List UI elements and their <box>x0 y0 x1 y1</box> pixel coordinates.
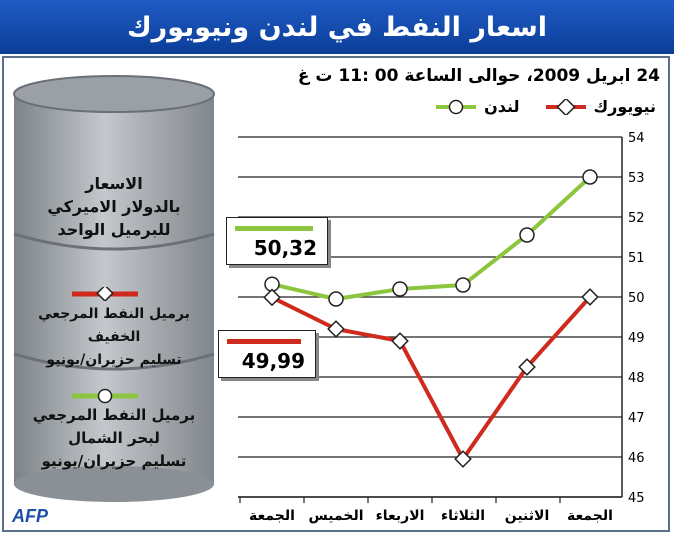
oil-barrel-illustration <box>13 75 215 502</box>
callout-london-value: 50,32 <box>253 236 317 260</box>
data-point-london <box>392 281 408 297</box>
barrel-brent-line2: لبحر الشمال <box>68 429 160 447</box>
afp-logo: AFP <box>12 506 48 526</box>
y-tick-label: 49 <box>628 331 645 346</box>
callout-london: 50,32 <box>226 217 328 265</box>
y-tick-label: 47 <box>628 411 645 426</box>
y-tick-label: 52 <box>628 211 645 226</box>
chart-subtitle: 24 ابريل 2009، حوالى الساعة 00 :11 ت غ <box>297 66 660 86</box>
barrel-units-line1: الاسعار <box>85 174 143 193</box>
x-tick-label: الجمعة <box>249 508 295 524</box>
x-tick-label: الجمعة <box>567 508 613 524</box>
y-tick-label: 46 <box>628 451 645 466</box>
barrel-brent-swatch <box>72 388 138 404</box>
callout-newyork-swatch <box>227 339 301 344</box>
barrel-brent-text: برميل النفط المرجعي لبحر الشمال تسليم حز… <box>14 404 214 473</box>
data-point-newyork <box>518 358 536 376</box>
x-tick-label: الاثنين <box>505 508 550 524</box>
data-point-newyork <box>391 332 409 350</box>
y-tick-label: 45 <box>628 491 645 506</box>
legend-swatch-london <box>436 99 477 114</box>
data-point-london <box>328 291 344 307</box>
y-tick-label: 54 <box>628 131 645 146</box>
data-point-newyork <box>327 320 345 338</box>
data-point-newyork <box>263 288 281 307</box>
callout-newyork-value: 49,99 <box>241 349 305 373</box>
data-point-london <box>519 227 535 243</box>
barrel-units-line2: بالدولار الاميركي <box>47 197 181 216</box>
legend-label-london: لندن <box>484 97 520 116</box>
x-tick-label: الخميس <box>308 508 363 524</box>
data-point-london <box>455 277 471 293</box>
legend-label-newyork: نيويورك <box>593 97 656 116</box>
barrel-wti-line1: برميل النفط المرجعي الخفيف <box>38 306 190 345</box>
barrel-units-line3: للبرميل الواحد <box>57 220 171 239</box>
barrel-wti-line2: تسليم حزيران/يونيو <box>46 352 182 368</box>
legend-swatch-newyork <box>545 98 586 115</box>
x-tick-label: الثلاثاء <box>441 508 485 524</box>
y-tick-label: 50 <box>628 291 645 306</box>
barrel-brent-line3: تسليم حزيران/يونيو <box>41 452 187 470</box>
barrel-wti-swatch <box>72 287 138 301</box>
series-line-newyork <box>271 295 592 461</box>
chart-title: اسعار النفط في لندن ونيويورك <box>0 0 674 54</box>
callout-newyork: 49,99 <box>218 330 316 378</box>
data-point-london <box>582 169 598 185</box>
series-line-london <box>271 175 592 301</box>
barrel-units-text: الاسعار بالدولار الاميركي للبرميل الواحد <box>14 172 214 241</box>
y-tick-label: 53 <box>628 171 645 186</box>
data-point-newyork <box>454 450 472 468</box>
y-tick-label: 51 <box>628 251 645 266</box>
callout-london-swatch <box>235 226 313 231</box>
legend: نيويورك لندن <box>434 97 656 116</box>
legend-item-london: لندن <box>434 97 520 116</box>
data-point-newyork <box>581 288 599 306</box>
x-tick-label: الاربعاء <box>376 508 425 524</box>
y-tick-label: 48 <box>628 371 645 386</box>
barrel-brent-line1: برميل النفط المرجعي <box>32 406 196 424</box>
barrel-wti-text: برميل النفط المرجعي الخفيف تسليم حزيران/… <box>14 303 214 372</box>
legend-item-newyork: نيويورك <box>544 97 656 116</box>
